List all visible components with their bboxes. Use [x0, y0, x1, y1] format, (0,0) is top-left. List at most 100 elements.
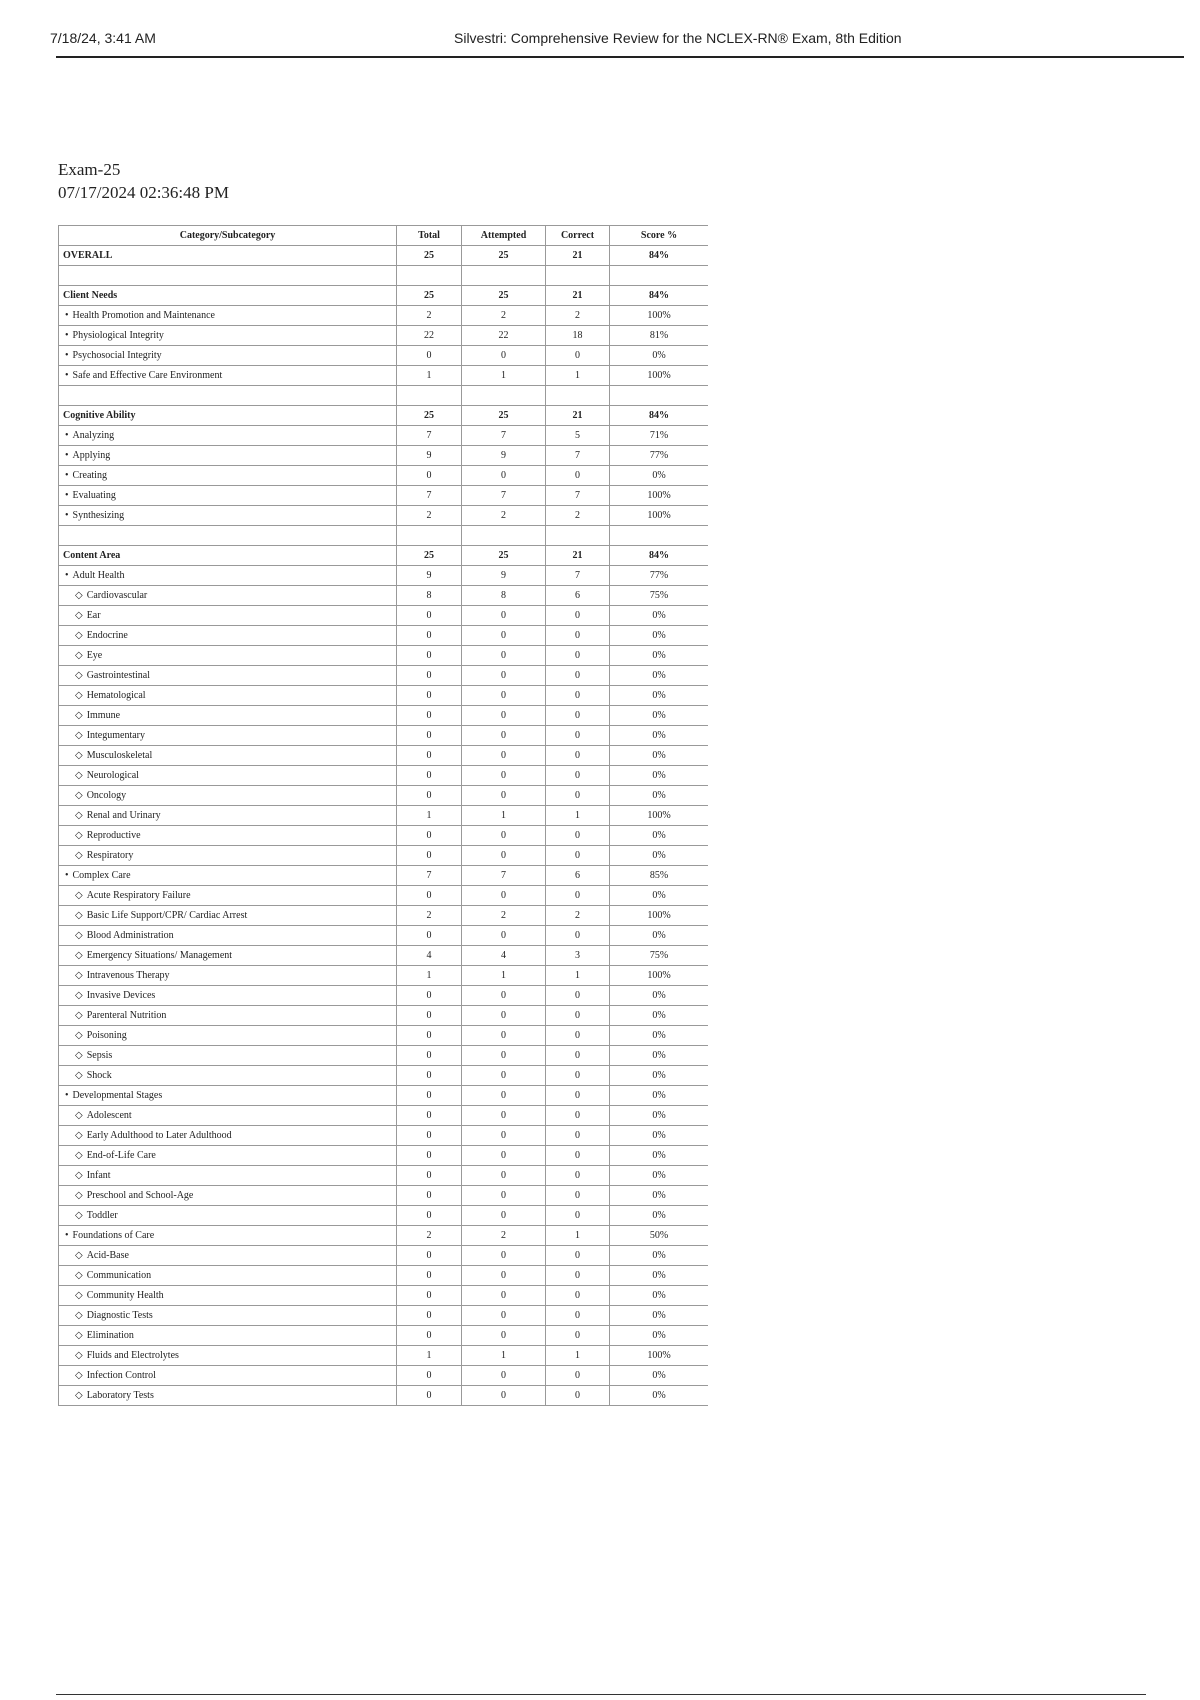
- diamond-icon: ◇: [75, 1030, 83, 1041]
- bullet-icon: •: [65, 570, 69, 581]
- table-row: ◇ Respiratory 0 0 0 0%: [58, 845, 708, 866]
- table-row: ◇ Basic Life Support/CPR/ Cardiac Arrest 2…: [58, 905, 708, 926]
- table-row: • Developmental Stages 0 0 0 0%: [58, 1085, 708, 1106]
- category-label: Health Promotion and Maintenance: [72, 310, 215, 321]
- attempted-cell: 0: [461, 1165, 546, 1186]
- category-cell: [58, 385, 397, 406]
- score-cell: 0%: [609, 985, 708, 1006]
- score-cell: 0%: [609, 1005, 708, 1026]
- bullet-icon: •: [65, 1230, 69, 1241]
- category-cell: • Safe and Effective Care Environment: [58, 365, 397, 386]
- total-cell: 0: [396, 745, 462, 766]
- total-cell: 0: [396, 605, 462, 626]
- diamond-icon: ◇: [75, 1070, 83, 1081]
- exam-datetime: 07/17/2024 02:36:48 PM: [58, 183, 229, 202]
- total-cell: 0: [396, 1085, 462, 1106]
- score-cell: 100%: [609, 365, 708, 386]
- attempted-cell: 0: [461, 1385, 546, 1406]
- attempted-cell: 0: [461, 1145, 546, 1166]
- diamond-icon: ◇: [75, 1050, 83, 1061]
- correct-cell: 0: [545, 665, 610, 686]
- category-cell: • Physiological Integrity: [58, 325, 397, 346]
- category-label: Poisoning: [86, 1030, 127, 1041]
- correct-cell: 0: [545, 1005, 610, 1026]
- table-row: • Foundations of Care 2 2 1 50%: [58, 1225, 708, 1246]
- score-cell: 100%: [609, 905, 708, 926]
- total-cell: 0: [396, 765, 462, 786]
- table-row: Cognitive Ability 25 25 21 84%: [58, 405, 708, 426]
- total-cell: 0: [396, 1105, 462, 1126]
- total-cell: 0: [396, 1125, 462, 1146]
- category-cell: • Adult Health: [58, 565, 397, 586]
- total-cell: 0: [396, 1245, 462, 1266]
- category-label: Shock: [86, 1070, 112, 1081]
- category-cell: • Foundations of Care: [58, 1225, 397, 1246]
- category-label: Invasive Devices: [86, 990, 156, 1001]
- category-label: Acute Respiratory Failure: [86, 890, 191, 901]
- diamond-icon: ◇: [75, 690, 83, 701]
- attempted-cell: 7: [461, 425, 546, 446]
- diamond-icon: ◇: [75, 950, 83, 961]
- category-label: Early Adulthood to Later Adulthood: [86, 1130, 232, 1141]
- category-cell: ◇ Shock: [58, 1065, 397, 1086]
- correct-cell: 1: [545, 1345, 610, 1366]
- attempted-cell: 4: [461, 945, 546, 966]
- score-cell: 0%: [609, 1305, 708, 1326]
- score-cell: 0%: [609, 1065, 708, 1086]
- category-cell: • Creating: [58, 465, 397, 486]
- category-cell: ◇ Intravenous Therapy: [58, 965, 397, 986]
- attempted-cell: 1: [461, 805, 546, 826]
- category-label: Integumentary: [86, 730, 146, 741]
- spacer-row: [58, 385, 708, 406]
- score-cell: 100%: [609, 965, 708, 986]
- total-cell: 1: [396, 1345, 462, 1366]
- total-cell: [396, 525, 462, 546]
- total-cell: 0: [396, 1165, 462, 1186]
- total-cell: 7: [396, 425, 462, 446]
- attempted-cell: 0: [461, 785, 546, 806]
- score-cell: 0%: [609, 725, 708, 746]
- correct-cell: 21: [545, 285, 610, 306]
- category-label: Oncology: [86, 790, 127, 801]
- attempted-cell: 1: [461, 1345, 546, 1366]
- attempted-cell: 0: [461, 1185, 546, 1206]
- total-cell: 0: [396, 1325, 462, 1346]
- category-cell: • Complex Care: [58, 865, 397, 886]
- total-cell: 0: [396, 1265, 462, 1286]
- score-cell: 0%: [609, 1325, 708, 1346]
- diamond-icon: ◇: [75, 1170, 83, 1181]
- category-cell: ◇ Acid-Base: [58, 1245, 397, 1266]
- category-cell: Cognitive Ability: [58, 405, 397, 426]
- attempted-cell: 22: [461, 325, 546, 346]
- category-label: OVERALL: [63, 250, 113, 261]
- bullet-icon: •: [65, 450, 69, 461]
- total-cell: 0: [396, 1285, 462, 1306]
- attempted-cell: 0: [461, 465, 546, 486]
- category-cell: ◇ Renal and Urinary: [58, 805, 397, 826]
- score-cell: 0%: [609, 745, 708, 766]
- attempted-cell: 0: [461, 745, 546, 766]
- score-cell: 0%: [609, 1025, 708, 1046]
- diamond-icon: ◇: [75, 1110, 83, 1121]
- category-cell: Content Area: [58, 545, 397, 566]
- correct-cell: 0: [545, 1145, 610, 1166]
- correct-cell: 7: [545, 565, 610, 586]
- total-cell: 22: [396, 325, 462, 346]
- category-label: Endocrine: [86, 630, 128, 641]
- correct-cell: 5: [545, 425, 610, 446]
- total-cell: 1: [396, 965, 462, 986]
- table-row: ◇ Hematological 0 0 0 0%: [58, 685, 708, 706]
- total-cell: 0: [396, 925, 462, 946]
- attempted-cell: 0: [461, 665, 546, 686]
- exam-name: Exam-25: [58, 160, 121, 179]
- category-cell: ◇ Immune: [58, 705, 397, 726]
- table-row: ◇ Parenteral Nutrition 0 0 0 0%: [58, 1005, 708, 1026]
- header-divider: [56, 56, 1184, 58]
- category-cell: ◇ Hematological: [58, 685, 397, 706]
- category-cell: ◇ Community Health: [58, 1285, 397, 1306]
- score-cell: 84%: [609, 285, 708, 306]
- table-row: ◇ Infection Control 0 0 0 0%: [58, 1365, 708, 1386]
- correct-cell: 3: [545, 945, 610, 966]
- table-row: ◇ Laboratory Tests 0 0 0 0%: [58, 1385, 708, 1406]
- correct-cell: 0: [545, 645, 610, 666]
